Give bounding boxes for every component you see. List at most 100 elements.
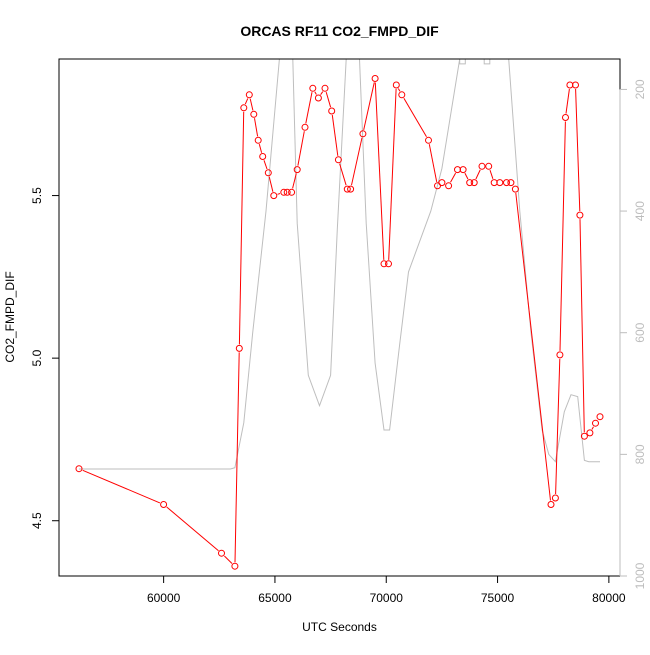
secondary-series-line	[79, 59, 600, 470]
x-axis: 60000 65000 70000 75000 80000	[147, 575, 626, 605]
data-point	[328, 107, 336, 115]
data-point	[586, 429, 594, 437]
data-point	[259, 153, 267, 160]
data-point	[231, 562, 239, 570]
data-point	[254, 136, 262, 144]
series-segment	[559, 121, 566, 351]
data-point	[283, 188, 291, 196]
series-segment	[297, 131, 305, 166]
data-point	[321, 84, 329, 92]
data-point	[466, 179, 474, 187]
data-point	[470, 179, 478, 187]
y-tick-label: 5.5	[30, 187, 44, 204]
data-point	[425, 136, 432, 144]
series-segment	[591, 426, 594, 430]
data-point	[235, 344, 243, 352]
series-segment	[575, 88, 581, 212]
data-point	[347, 185, 355, 193]
y2-tick-label: 600	[633, 322, 647, 342]
data-point	[556, 351, 564, 359]
series-segment	[305, 92, 313, 124]
x-tick-label: 70000	[370, 591, 404, 605]
chart-title: ORCAS RF11 CO2_FMPD_DIF	[240, 23, 439, 39]
series-segment	[397, 88, 401, 92]
data-point	[445, 182, 453, 190]
series-segment	[234, 352, 240, 563]
data-point	[288, 188, 296, 196]
data-point	[343, 185, 351, 193]
plot-frame	[58, 58, 621, 577]
data-point	[264, 169, 272, 177]
data-point	[562, 114, 569, 121]
data-point	[359, 130, 367, 138]
y-tick-label: 5.0	[30, 349, 44, 366]
series-segment	[249, 98, 254, 111]
data-point	[485, 162, 493, 170]
series-segment	[565, 88, 570, 114]
data-point	[392, 81, 400, 89]
data-point	[218, 549, 225, 557]
data-point	[385, 260, 392, 268]
data-point	[314, 94, 322, 102]
data-point	[511, 185, 519, 193]
x-tick-label: 60000	[147, 591, 181, 605]
series-segment	[277, 193, 281, 195]
series-segment	[82, 469, 161, 504]
series-segment	[224, 555, 233, 564]
data-point	[507, 179, 515, 187]
y2-tick-label: 200	[633, 79, 647, 99]
data-point	[496, 179, 504, 187]
data-point	[596, 413, 604, 421]
series-segment	[403, 97, 427, 138]
series-segment	[579, 219, 585, 433]
data-point	[280, 188, 288, 196]
series-segment	[515, 192, 551, 501]
series-segment	[388, 88, 397, 260]
series-segment	[254, 118, 259, 137]
data-point	[301, 123, 309, 131]
data-point	[551, 494, 559, 502]
x-tick-label: 75000	[481, 591, 515, 605]
x-tick-label: 80000	[592, 591, 626, 605]
series-segment	[258, 143, 263, 153]
data-point	[250, 110, 258, 118]
series-segment	[363, 82, 375, 131]
y2-tick-label: 400	[633, 201, 647, 221]
series-segment	[325, 91, 332, 108]
data-point	[438, 179, 446, 187]
series-segment	[555, 358, 561, 495]
data-point	[398, 91, 406, 99]
series-segment	[351, 137, 363, 186]
data-point	[478, 162, 486, 170]
data-point	[309, 84, 317, 92]
y-axis: 4.5 5.0 5.5	[30, 187, 60, 529]
data-point	[572, 81, 579, 89]
data-point	[270, 192, 278, 200]
secondary-series	[79, 59, 600, 470]
data-point	[459, 166, 467, 174]
series-segment	[331, 114, 339, 156]
x-axis-label: UTC Seconds	[302, 620, 377, 634]
series-segment	[263, 160, 268, 170]
y2-tick-label: 1000	[633, 562, 647, 589]
series-segment	[475, 169, 481, 180]
data-point	[503, 179, 510, 187]
series-segment	[238, 111, 245, 345]
x-tick-label: 65000	[258, 591, 292, 605]
series-segment	[374, 82, 385, 260]
data-point	[293, 166, 301, 174]
series-segment	[428, 144, 438, 182]
series-segment	[320, 91, 324, 95]
series-segment	[314, 91, 317, 95]
data-point	[371, 75, 379, 82]
series-segment	[450, 172, 457, 183]
data-point	[547, 501, 555, 508]
series-segment	[292, 173, 297, 189]
data-point	[592, 419, 599, 427]
series-segment	[339, 163, 347, 186]
y2-axis: 200 400 600 800 1000	[619, 79, 647, 589]
data-point	[334, 156, 342, 164]
series-segment	[489, 169, 494, 179]
data-point	[240, 104, 248, 112]
